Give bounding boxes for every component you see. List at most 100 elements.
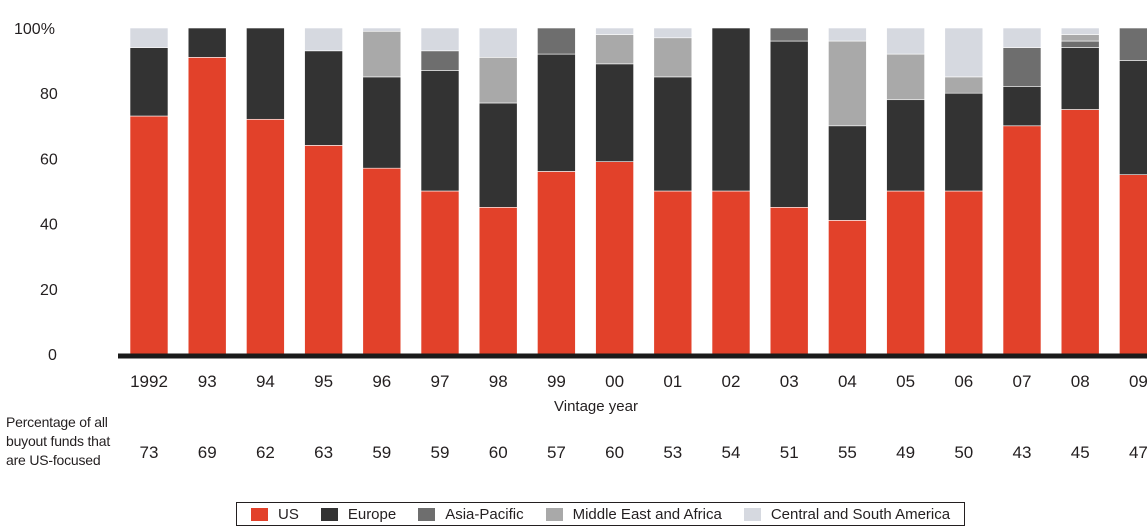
x-tick-label: 01	[663, 372, 682, 391]
bar-us-96	[362, 167, 402, 355]
bar-asia-pacific-07	[1002, 47, 1042, 87]
bar-middle-east-and-africa-01	[653, 37, 693, 78]
bar-asia-pacific-08	[1060, 40, 1100, 48]
bar-europe-97	[420, 70, 460, 192]
legend-item-us: US	[251, 506, 299, 523]
legend-swatch-asia-pacific	[418, 507, 436, 521]
bar-central-and-south-america-00	[595, 27, 634, 35]
y-tick-label: 80	[40, 86, 58, 103]
y-tick-label: 20	[40, 282, 58, 299]
bar-us-01	[653, 190, 693, 355]
bar-asia-pacific-03	[769, 27, 809, 42]
bar-central-and-south-america-08	[1060, 27, 1100, 35]
percentage-value: 43	[1013, 443, 1032, 462]
legend-label-us: US	[278, 505, 299, 523]
percentage-value: 55	[838, 443, 857, 462]
x-tick-label: 07	[1013, 372, 1032, 391]
x-tick-label: 95	[314, 372, 333, 391]
percentage-value: 69	[198, 443, 217, 462]
bar-central-and-south-america-98	[478, 27, 518, 58]
bar-us-06	[944, 190, 984, 355]
x-tick-label: 05	[896, 372, 915, 391]
bar-central-and-south-america-95	[304, 27, 343, 52]
bar-europe-98	[478, 102, 518, 208]
bars-group	[129, 27, 1147, 355]
bar-us-03	[769, 207, 809, 355]
percentage-value: 53	[663, 443, 682, 462]
bar-central-and-south-america-97	[420, 27, 460, 52]
percentage-value: 60	[489, 443, 508, 462]
legend-swatch-middle-east-africa	[545, 507, 563, 521]
y-tick-label: 100%	[14, 21, 55, 38]
percentage-value: 50	[954, 443, 973, 462]
percentage-value: 59	[372, 443, 391, 462]
bar-us-09	[1119, 174, 1147, 355]
bar-us-04	[828, 220, 867, 355]
bar-us-05	[886, 190, 925, 355]
bar-europe-1992	[129, 47, 169, 117]
percentage-value: 51	[780, 443, 799, 462]
bar-europe-09	[1119, 60, 1147, 175]
bar-europe-07	[1002, 86, 1042, 127]
legend-label-europe: Europe	[347, 505, 397, 523]
bar-us-99	[537, 171, 576, 355]
bar-europe-04	[828, 125, 867, 221]
legend-swatch-us	[251, 507, 268, 521]
percentage-value: 49	[896, 443, 915, 462]
x-tick-label: 09	[1129, 372, 1147, 391]
legend-item-europe: Europe	[320, 505, 397, 523]
percentage-row-label: Percentage of all buyout funds that are …	[6, 414, 111, 468]
bar-europe-95	[304, 50, 343, 146]
x-tick-label: 94	[256, 372, 275, 391]
legend-label-asia-pacific: Asia-Pacific	[445, 505, 524, 523]
bar-us-98	[478, 207, 518, 355]
stacked-bar-chart: 0 20 40 60 80 100% 1992 93 94 95 96 97 98 99 00 01 02 03…	[14, 21, 1147, 462]
bar-us-00	[595, 161, 634, 355]
bar-europe-01	[653, 76, 693, 192]
x-axis-ticks: 1992 93 94 95 96 97 98 99 00 01 02 03 04 05 06 07 08 09	[130, 372, 1147, 391]
bar-europe-96	[362, 76, 402, 169]
bar-asia-pacific-09	[1119, 27, 1147, 61]
percentage-value: 59	[431, 443, 450, 462]
legend-item-central-south-america: Central and South America	[743, 505, 951, 523]
bar-europe-03	[769, 40, 809, 208]
percentage-value: 60	[605, 443, 624, 462]
legend-item-middle-east-africa: Middle East and Africa	[545, 506, 722, 523]
y-tick-label: 40	[40, 217, 58, 234]
x-tick-label: 93	[198, 372, 217, 391]
legend-swatch-central-south-america	[743, 507, 761, 521]
bar-central-and-south-america-04	[828, 27, 867, 42]
bar-us-93	[187, 57, 227, 355]
bar-middle-east-and-africa-00	[595, 34, 634, 65]
bar-europe-02	[711, 27, 751, 192]
bar-central-and-south-america-05	[886, 27, 925, 55]
bar-europe-94	[246, 27, 285, 120]
percentage-value: 54	[722, 443, 741, 462]
bar-central-and-south-america-01	[653, 27, 693, 39]
legend-label-central-south-america: Central and South America	[770, 505, 951, 523]
bar-europe-93	[187, 27, 227, 58]
x-tick-label: 98	[489, 372, 508, 391]
bar-europe-99	[537, 53, 576, 172]
bar-central-and-south-america-07	[1002, 27, 1042, 48]
percentage-value: 57	[547, 443, 566, 462]
x-tick-label: 04	[838, 372, 857, 391]
bar-europe-08	[1060, 47, 1100, 110]
percentage-value: 62	[256, 443, 275, 462]
x-axis-label: Vintage year	[554, 398, 638, 415]
percentage-value: 63	[314, 443, 333, 462]
percentage-row: 73 69 62 63 59 59 60 57 60 53 54 51 55 49 50 43 45 47	[140, 443, 1147, 462]
bar-us-02	[711, 190, 751, 355]
bar-middle-east-and-africa-96	[362, 30, 402, 78]
legend: US Europe Asia-Pacific Middle East and A…	[236, 502, 966, 526]
bar-us-1992	[129, 115, 169, 355]
x-tick-label: 02	[722, 372, 741, 391]
percentage-value: 73	[140, 443, 159, 462]
bar-middle-east-and-africa-04	[828, 40, 867, 127]
bar-middle-east-and-africa-06	[944, 76, 984, 94]
legend-swatch-europe	[320, 507, 338, 521]
bar-us-95	[304, 145, 343, 355]
x-tick-label: 1992	[130, 372, 168, 391]
y-tick-label: 60	[40, 151, 58, 168]
x-tick-label: 03	[780, 372, 799, 391]
